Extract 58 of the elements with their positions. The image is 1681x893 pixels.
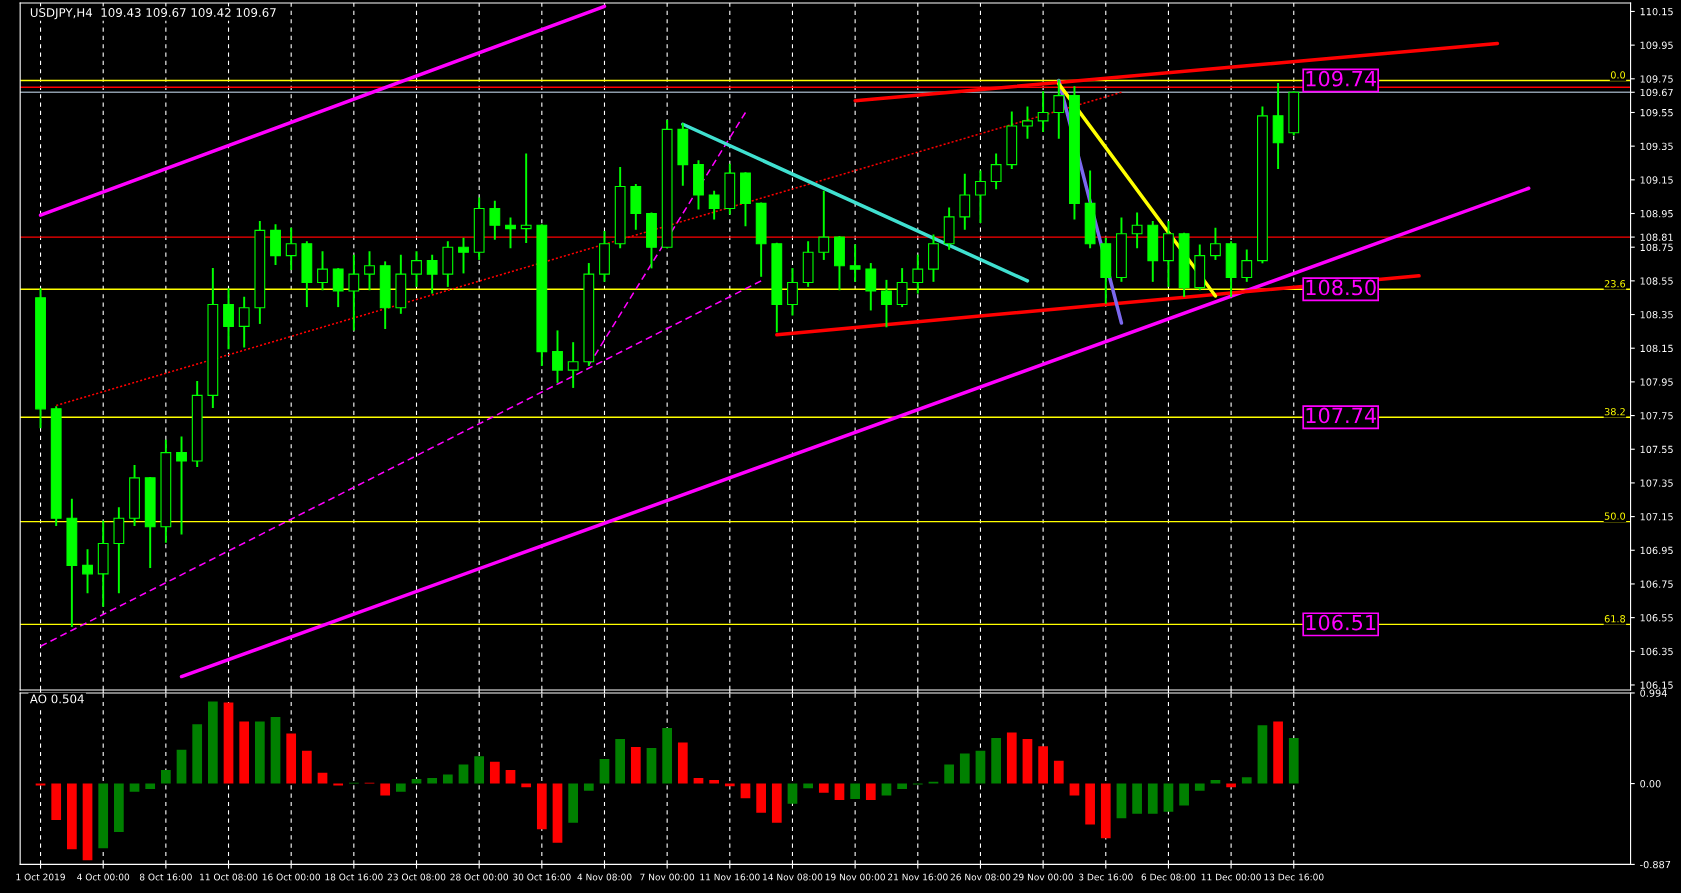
y-tick-label: 109.75 bbox=[1640, 75, 1673, 83]
x-tick-label: 7 Nov 00:00 bbox=[640, 873, 695, 881]
x-tick-label: 16 Oct 00:00 bbox=[262, 873, 321, 881]
y-tick-label: 107.35 bbox=[1640, 479, 1673, 487]
x-tick-label: 1 Oct 2019 bbox=[16, 873, 65, 881]
x-tick-label: 6 Dec 08:00 bbox=[1141, 873, 1196, 881]
y-tick-label: 109.35 bbox=[1640, 142, 1673, 150]
x-tick-label: 23 Oct 08:00 bbox=[387, 873, 446, 881]
x-tick-label: 14 Nov 08:00 bbox=[763, 873, 823, 881]
y-tick-label: -0.887 bbox=[1640, 860, 1671, 869]
y-tick-label: 108.55 bbox=[1640, 277, 1673, 285]
y-tick-label: 107.95 bbox=[1640, 378, 1673, 386]
chart-title: USDJPY,H4 109.43 109.67 109.42 109.67 bbox=[30, 8, 276, 20]
y-tick-label: 0.00 bbox=[1640, 780, 1661, 788]
x-tick-label: 4 Nov 08:00 bbox=[577, 873, 632, 881]
annotation: 23.6 bbox=[1604, 280, 1626, 288]
annotation: 0.0 bbox=[1610, 71, 1626, 79]
x-tick-label: 30 Oct 16:00 bbox=[513, 873, 571, 881]
annotation: 61.8 bbox=[1604, 615, 1626, 623]
y-tick-label: 108.75 bbox=[1640, 243, 1673, 252]
y-tick-label: 109.67 bbox=[1640, 88, 1673, 97]
x-tick-label: 26 Nov 08:00 bbox=[950, 873, 1011, 881]
x-tick-label: 11 Nov 16:00 bbox=[700, 873, 760, 881]
y-tick-label: 106.35 bbox=[1640, 647, 1673, 656]
y-tick-label: 108.81 bbox=[1640, 233, 1673, 241]
ref-line-label: 106.51 bbox=[1306, 614, 1376, 631]
x-tick-label: 19 Nov 00:00 bbox=[825, 873, 885, 881]
annotation: 38.2 bbox=[1604, 408, 1625, 416]
ref-line-label: 107.74 bbox=[1306, 407, 1376, 424]
y-tick-label: 106.15 bbox=[1640, 681, 1673, 689]
x-tick-label: 29 Nov 00:00 bbox=[1013, 873, 1073, 881]
y-tick-label: 108.15 bbox=[1640, 344, 1673, 353]
y-tick-label: 109.95 bbox=[1640, 41, 1673, 49]
y-tick-label: 106.95 bbox=[1640, 546, 1673, 555]
x-tick-label: 8 Oct 16:00 bbox=[139, 873, 192, 881]
y-tick-label: 109.55 bbox=[1640, 108, 1673, 117]
x-tick-label: 28 Oct 00:00 bbox=[450, 873, 508, 881]
y-tick-label: 107.55 bbox=[1640, 445, 1673, 454]
y-tick-label: 106.75 bbox=[1640, 580, 1673, 588]
y-tick-label: 107.15 bbox=[1640, 513, 1673, 521]
ref-line-label: 109.74 bbox=[1306, 70, 1376, 87]
y-tick-label: 107.75 bbox=[1640, 412, 1673, 420]
y-tick-label: 108.35 bbox=[1640, 311, 1673, 319]
chart-title: AO 0.504 bbox=[29, 694, 84, 704]
x-tick-label: 21 Nov 16:00 bbox=[888, 873, 948, 881]
x-tick-label: 11 Dec 00:00 bbox=[1201, 873, 1261, 881]
x-tick-label: 13 Dec 16:00 bbox=[1264, 873, 1324, 881]
y-tick-label: 0.994 bbox=[1640, 689, 1667, 697]
x-tick-label: 4 Oct 00:00 bbox=[77, 873, 130, 881]
y-tick-label: 110.15 bbox=[1640, 7, 1673, 16]
y-tick-label: 108.95 bbox=[1640, 209, 1673, 218]
x-tick-label: 3 Dec 16:00 bbox=[1078, 873, 1133, 881]
x-tick-label: 18 Oct 16:00 bbox=[325, 873, 383, 881]
annotation: 50.0 bbox=[1604, 512, 1626, 520]
x-tick-label: 11 Oct 08:00 bbox=[200, 873, 258, 881]
ref-line-label: 108.50 bbox=[1306, 279, 1376, 296]
y-tick-label: 109.15 bbox=[1640, 176, 1673, 184]
y-tick-label: 106.55 bbox=[1640, 614, 1673, 622]
